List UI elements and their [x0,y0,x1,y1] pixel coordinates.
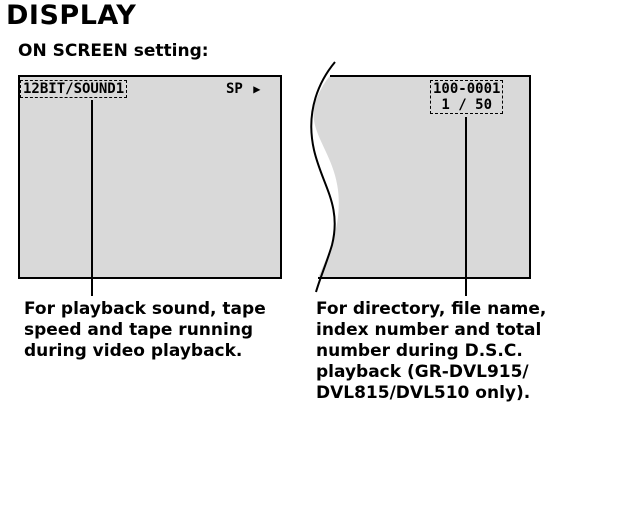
right-screen-border [318,75,531,279]
torn-edge-line [310,61,336,293]
caption-line: For playback sound, tape [24,299,266,319]
right-caption: For directory, file name, index number a… [316,299,546,404]
index-total-label: 1 / 50 [441,97,492,113]
caption-line: index number and total [316,320,542,340]
left-caption: For playback sound, tape speed and tape … [24,299,266,362]
caption-line: during video playback. [24,341,243,361]
tape-speed-label: SP ▶ [226,81,261,97]
right-screen [313,76,530,278]
section-subtitle: ON SCREEN setting: [18,41,209,61]
left-screen [18,75,282,279]
file-name-label: 100-0001 [433,81,501,97]
caption-line: number during D.S.C. [316,341,523,361]
caption-line: For directory, file name, [316,299,547,319]
play-icon: ▶ [253,82,261,96]
caption-line: playback (GR-DVL915/ [316,362,529,382]
caption-line: speed and tape running [24,320,254,340]
page-title: DISPLAY [6,0,137,31]
tape-speed-text: SP [226,81,243,97]
dsc-file-info: 100-0001 1 / 50 [430,80,504,114]
caption-line: DVL815/DVL510 only). [316,383,531,403]
audio-mode-label: 12BIT/SOUND1 [20,80,128,98]
